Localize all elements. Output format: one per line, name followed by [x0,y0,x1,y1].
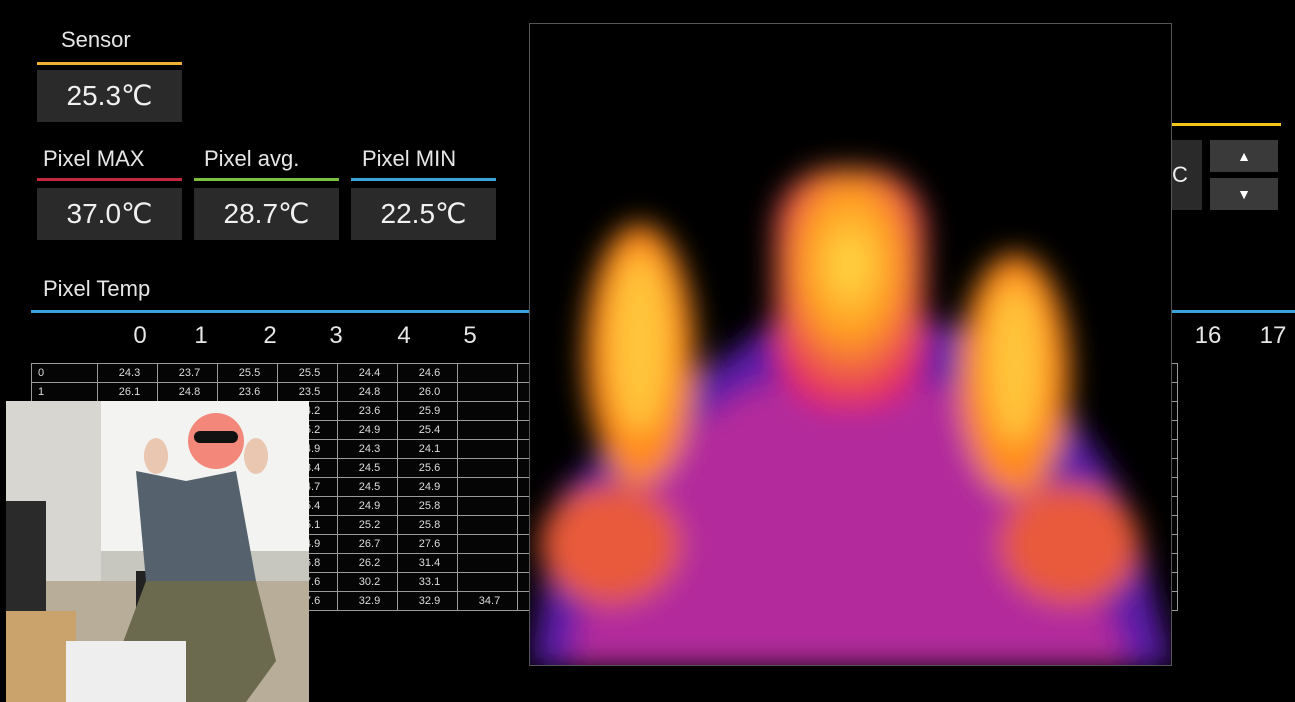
table-cell: 24.6 [397,363,458,383]
sensor-label: Sensor [61,27,131,52]
pixel-temp-label: Pixel Temp [43,276,151,301]
table-cell [457,496,518,516]
right-bar [1172,123,1281,126]
table-cell [457,363,518,383]
col-header: 1 [194,322,208,349]
pixel-avg-label: Pixel avg. [204,146,300,171]
pixel-min-bar [351,178,496,181]
pixel-min-value: 22.5℃ [351,188,496,240]
table-cell: 24.1 [397,439,458,459]
table-cell [457,553,518,573]
pixel-max-value: 37.0℃ [37,188,182,240]
table-cell: 23.6 [217,382,278,402]
thermal-heatmap [530,169,1171,665]
partial-unit: C [1172,162,1188,187]
table-cell: 24.8 [157,382,218,402]
table-cell [457,534,518,554]
table-cell: 23.5 [277,382,338,402]
row-label: 0 [31,363,98,383]
table-cell: 25.6 [397,458,458,478]
thermal-image [529,23,1172,666]
table-cell: 25.4 [397,420,458,440]
table-cell: 32.9 [337,591,398,611]
table-cell [457,458,518,478]
table-cell [457,401,518,421]
row-label: 1 [31,382,98,402]
col-header: 16 [1194,322,1222,349]
pixel-max-bar [37,178,182,181]
table-cell: 24.3 [337,439,398,459]
pixel-min-label: Pixel MIN [362,146,457,171]
right-value-box: C [1172,140,1202,210]
table-cell: 34.7 [457,591,518,611]
person-photo [6,401,309,702]
table-cell: 25.8 [397,496,458,516]
table-cell: 33.1 [397,572,458,592]
camera-photo [6,401,309,702]
table-cell: 25.8 [397,515,458,535]
spin-down-button[interactable]: ▼ [1210,178,1278,210]
table-cell [457,420,518,440]
table-cell: 26.1 [97,382,158,402]
table-cell: 26.7 [337,534,398,554]
col-header: 17 [1259,322,1287,349]
table-cell: 25.2 [337,515,398,535]
pixel-max-label: Pixel MAX [43,146,145,171]
table-cell: 25.5 [217,363,278,383]
table-cell: 25.9 [397,401,458,421]
table-cell [457,572,518,592]
table-cell: 30.2 [337,572,398,592]
table-cell: 24.8 [337,382,398,402]
table-cell [457,515,518,535]
pixel-avg-bar [194,178,339,181]
table-cell: 27.6 [397,534,458,554]
col-header: 2 [263,322,277,349]
spin-up-button[interactable]: ▲ [1210,140,1278,172]
table-cell: 32.9 [397,591,458,611]
table-cell: 31.4 [397,553,458,573]
table-cell: 24.9 [337,420,398,440]
table-cell: 24.9 [337,496,398,516]
col-header: 5 [463,322,477,349]
sensor-bar [37,62,182,65]
table-cell: 24.5 [337,458,398,478]
table-cell [457,382,518,402]
table-cell: 23.6 [337,401,398,421]
table-cell: 24.9 [397,477,458,497]
sensor-value: 25.3℃ [37,70,182,122]
table-cell: 24.3 [97,363,158,383]
table-cell: 24.5 [337,477,398,497]
table-cell: 24.4 [337,363,398,383]
table-cell: 25.5 [277,363,338,383]
col-header: 3 [329,322,343,349]
pixel-avg-value: 28.7℃ [194,188,339,240]
table-cell: 26.2 [337,553,398,573]
table-cell: 23.7 [157,363,218,383]
col-header: 4 [397,322,411,349]
table-cell [457,439,518,459]
table-cell [457,477,518,497]
col-header: 0 [133,322,147,349]
table-cell: 26.0 [397,382,458,402]
